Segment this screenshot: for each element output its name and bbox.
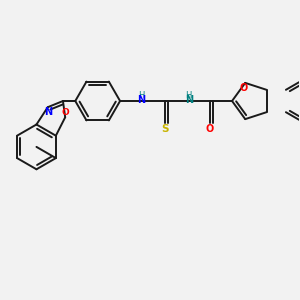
Text: O: O <box>206 124 214 134</box>
Text: O: O <box>239 83 248 94</box>
Text: N: N <box>185 95 193 105</box>
Text: S: S <box>161 124 169 134</box>
Text: N: N <box>44 107 52 117</box>
Text: H: H <box>186 91 192 100</box>
Text: H: H <box>138 91 144 100</box>
Text: N: N <box>137 95 145 105</box>
Text: O: O <box>61 108 69 117</box>
